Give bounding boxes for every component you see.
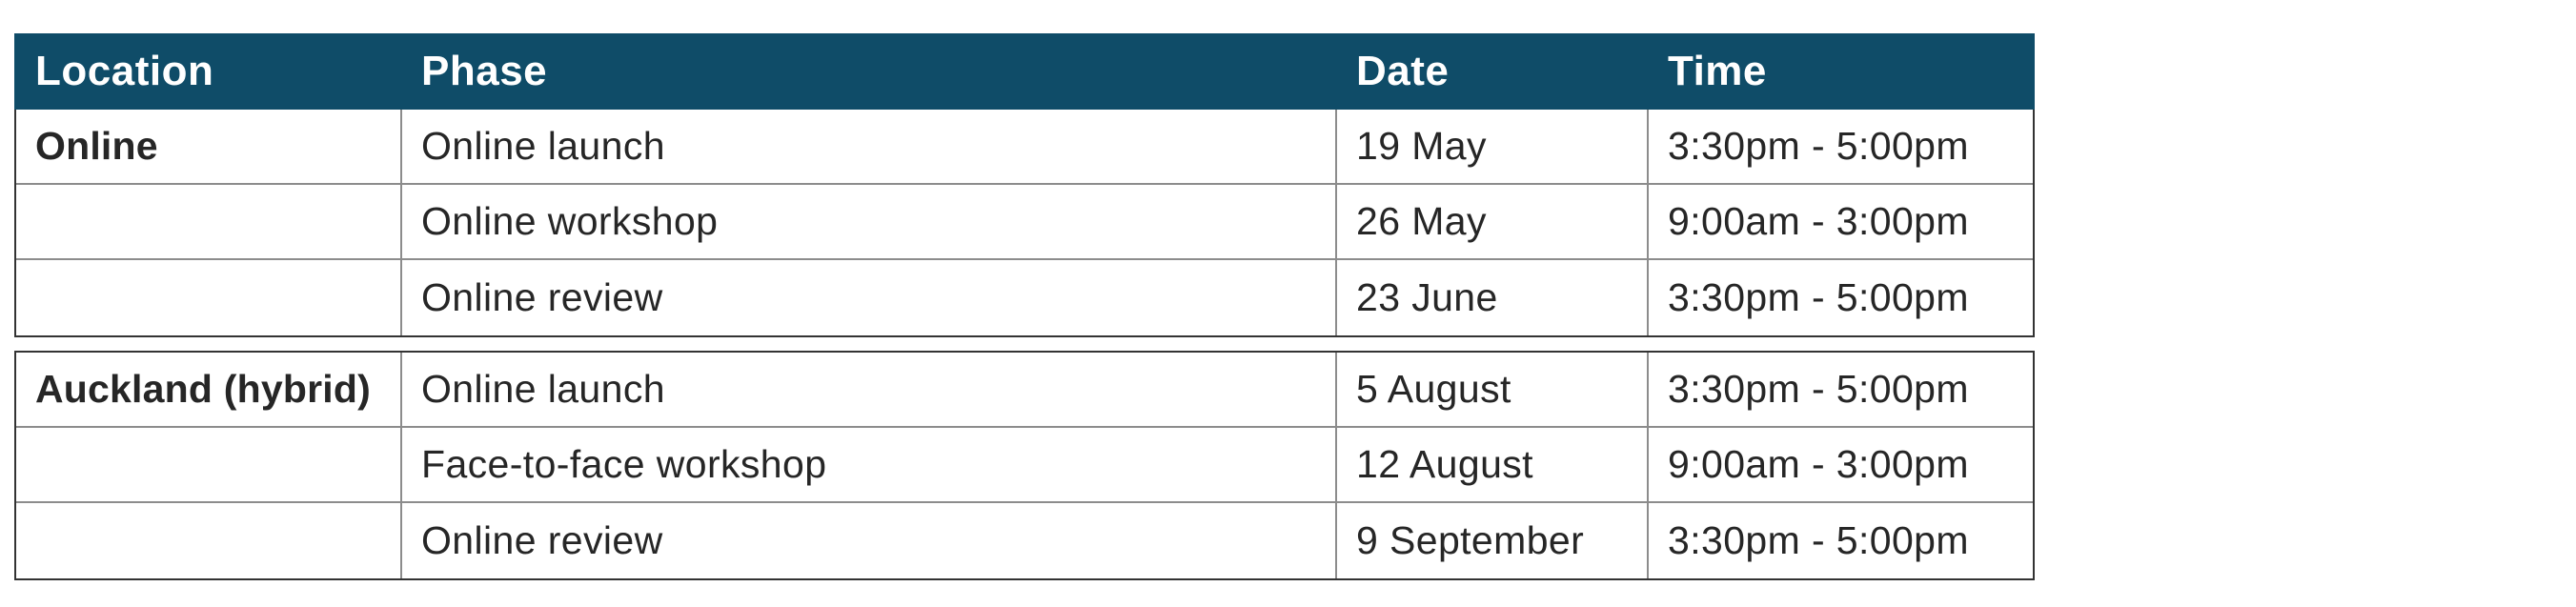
- location-cell: Auckland (hybrid): [16, 353, 402, 426]
- date-cell: 26 May: [1337, 185, 1649, 258]
- time-cell: 9:00am - 3:00pm: [1668, 199, 1969, 243]
- table-row: Online review 23 June 3:30pm - 5:00pm: [16, 260, 2033, 335]
- date-cell: 12 August: [1337, 428, 1649, 501]
- table-row: Online Online launch 19 May 3:30pm - 5:0…: [16, 110, 2033, 185]
- location-cell-empty: [16, 260, 402, 335]
- column-header-date: Date: [1356, 48, 1450, 94]
- table-section-auckland: Auckland (hybrid) Online launch 5 August…: [14, 351, 2035, 580]
- table-row: Online workshop 26 May 9:00am - 3:00pm: [16, 185, 2033, 260]
- phase-cell: Face-to-face workshop: [402, 428, 1337, 501]
- location-cell: Online: [16, 110, 402, 183]
- phase-cell: Online launch: [402, 110, 1337, 183]
- date-cell: 5 August: [1337, 353, 1649, 426]
- time-cell: 9:00am - 3:00pm: [1668, 442, 1969, 486]
- phase-cell: Online review: [402, 503, 1337, 578]
- schedule-table: Location Phase Date Time Online Online l…: [14, 33, 2035, 580]
- table-row: Face-to-face workshop 12 August 9:00am -…: [16, 428, 2033, 503]
- time-cell: 3:30pm - 5:00pm: [1668, 518, 1969, 562]
- time-cell: 3:30pm - 5:00pm: [1668, 275, 1969, 319]
- column-header-location: Location: [35, 48, 214, 94]
- phase-cell: Online workshop: [402, 185, 1337, 258]
- phase-cell: Online launch: [402, 353, 1337, 426]
- table-section-online: Online Online launch 19 May 3:30pm - 5:0…: [14, 110, 2035, 337]
- table-header-row: Location Phase Date Time: [14, 33, 2035, 110]
- date-cell: 19 May: [1337, 110, 1649, 183]
- table-row: Online review 9 September 3:30pm - 5:00p…: [16, 503, 2033, 578]
- column-header-phase: Phase: [421, 48, 548, 94]
- table-row: Auckland (hybrid) Online launch 5 August…: [16, 353, 2033, 428]
- location-cell-empty: [16, 428, 402, 501]
- time-cell: 3:30pm - 5:00pm: [1668, 124, 1969, 168]
- location-cell-empty: [16, 503, 402, 578]
- date-cell: 9 September: [1337, 503, 1649, 578]
- phase-cell: Online review: [402, 260, 1337, 335]
- location-cell-empty: [16, 185, 402, 258]
- column-header-time: Time: [1668, 48, 1767, 94]
- date-cell: 23 June: [1337, 260, 1649, 335]
- time-cell: 3:30pm - 5:00pm: [1668, 367, 1969, 411]
